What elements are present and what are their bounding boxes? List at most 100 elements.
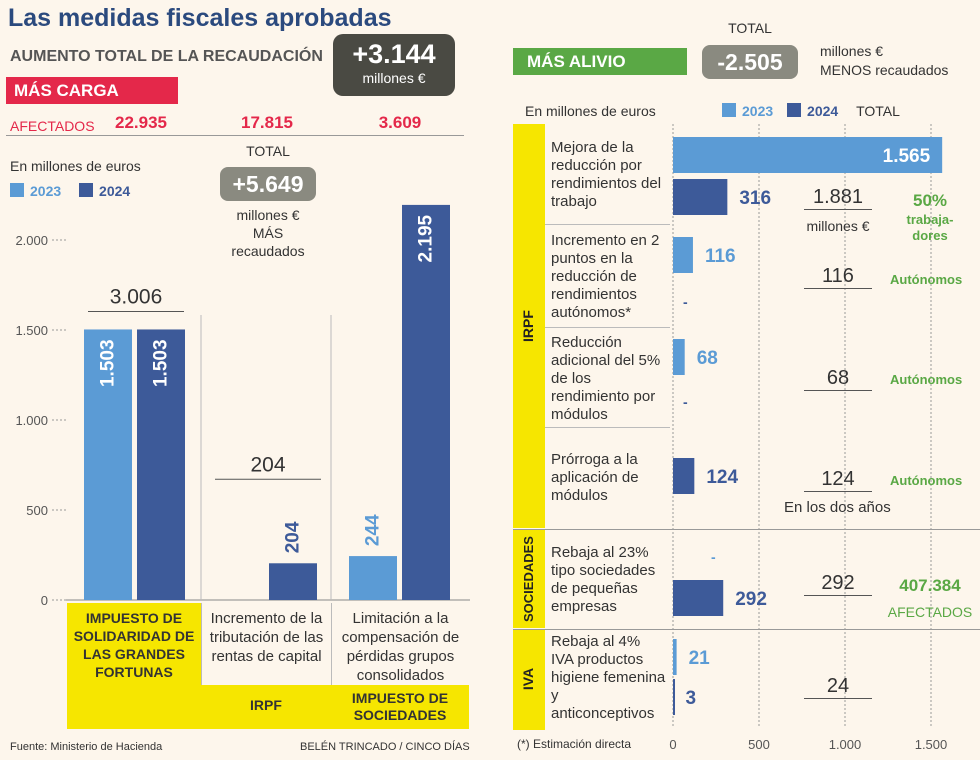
bar-2024-1	[137, 329, 185, 600]
item-label-6: Rebaja al 4% IVA productos higiene femen…	[551, 633, 666, 722]
bar-value-label: 2.195	[416, 214, 437, 262]
row-sep	[545, 224, 670, 225]
bar-value-label: 204	[283, 521, 304, 553]
item-total-5: 292	[804, 572, 872, 596]
r-legend-2024-swatch	[787, 103, 802, 117]
bar-value-label: -	[711, 549, 716, 565]
item-label-2: Incremento en 2 puntos en la reducción d…	[551, 232, 660, 321]
item-total-6: 24	[804, 675, 872, 699]
r-legend-2023-label: 2023	[742, 103, 774, 119]
footnote: (*) Estimación directa	[517, 737, 632, 751]
hbar-2023-3	[673, 339, 685, 375]
hbar-2024-4	[673, 458, 695, 494]
credit: BELÉN TRINCADO / CINCO DÍAS	[300, 741, 470, 753]
left-total-box: +3.144 millones €	[333, 34, 455, 96]
hbar-2023-6	[673, 639, 677, 675]
y-tick-label: 0	[41, 593, 48, 605]
legend-2023-swatch	[10, 183, 24, 197]
source: Fuente: Ministerio de Hacienda	[10, 741, 163, 753]
cat-tax-2: IRPF	[201, 685, 331, 729]
section-label-sociedades: SOCIEDADES	[521, 536, 536, 622]
bar-2023-1	[84, 329, 132, 600]
afectados-1: 22.935	[115, 113, 167, 132]
right-legend: 2023 2024 TOTAL	[722, 103, 900, 119]
afectados-3: 3.609	[378, 113, 422, 132]
bar-value-label: -	[683, 394, 688, 410]
y-tick-label: 2.000	[15, 233, 48, 248]
row-sep	[545, 427, 670, 428]
right-total-unit: millones € MENOS recaudados	[820, 42, 948, 80]
item-total-2: 116	[804, 265, 872, 289]
right-total-label: TOTAL	[728, 20, 772, 36]
item-total-unit-1: millones €	[806, 218, 870, 234]
afectados-label: AFECTADOS	[10, 118, 95, 134]
bar-2023-3	[349, 556, 397, 600]
item-total-4: 124	[804, 468, 872, 492]
divider	[6, 135, 464, 136]
left-header: AUMENTO TOTAL DE LA RECAUDACIÓN	[10, 48, 323, 65]
sub-total-unit: millones € MÁS recaudados	[205, 206, 331, 260]
right-unit-note: En millones de euros	[525, 103, 656, 119]
item-total-1: 1.881	[804, 186, 872, 210]
item-note-5: 407.384	[899, 576, 961, 595]
sub-total-unit-3: recaudados	[231, 243, 305, 259]
y-tick-label: 1.500	[15, 323, 48, 338]
x-tick-label: 1.000	[829, 737, 862, 752]
item-label-1: Mejora de la reducción por rendimientos …	[551, 139, 662, 210]
cat-box-1: IMPUESTO DE SOLIDARIDAD DE LAS GRANDES F…	[67, 603, 201, 729]
hbar-2024-6	[673, 679, 675, 715]
sub-total-unit-1: millones €	[236, 207, 300, 223]
item-note-5b: AFECTADOS	[887, 604, 973, 620]
right-bar-chart: 0 500 1.000 1.500 1.565 116 68 - 21 316 - - 124 292 3	[669, 124, 948, 752]
item-label-5: Rebaja al 23% tipo sociedades de pequeña…	[551, 544, 656, 615]
item-total-3: 68	[804, 367, 872, 391]
bar-value-label: 1.503	[98, 339, 119, 387]
legend-2023-label: 2023	[30, 183, 62, 199]
bar-value-label: 316	[739, 188, 771, 209]
sub-total-unit-2: MÁS	[252, 225, 284, 241]
y-tick-label: 1.000	[15, 413, 48, 428]
x-tick-label: 500	[748, 737, 770, 752]
cat-box-2: Incremento de la tributación de las rent…	[201, 603, 331, 685]
section-labels: IRPF SOCIEDADES IVA	[520, 310, 536, 691]
row-sep	[545, 327, 670, 328]
hbar-2024-5	[673, 580, 724, 616]
bar-value-label: 21	[689, 648, 711, 669]
item-note-1: 50%	[912, 191, 948, 210]
bar-value-label: 1.565	[883, 146, 931, 167]
bar-2024-3	[402, 204, 450, 600]
left-total-unit: millones €	[362, 69, 426, 86]
left-unit-note: En millones de euros	[10, 158, 141, 174]
r-legend-2023-swatch	[722, 103, 736, 117]
item-note-1b-line1: trabaja-	[906, 212, 954, 227]
x-tick-label: 0	[669, 737, 676, 752]
row-sep	[513, 629, 980, 630]
sub-total-label: TOTAL	[246, 143, 290, 159]
item-label-4: Prórroga a la aplicación de módulos	[551, 451, 639, 504]
right-total-unit-1: millones €	[820, 43, 884, 59]
item-label-3: Reducción adicional del 5% de los rendim…	[551, 334, 661, 423]
section-irpf	[513, 124, 545, 528]
page-title: Las medidas fiscales aprobadas	[8, 4, 392, 32]
mas-alivio-band: MÁS ALIVIO	[513, 48, 687, 75]
hbar-2023-2	[673, 237, 693, 273]
row-sep	[513, 529, 980, 530]
section-sociedades	[513, 530, 545, 628]
left-legend: 2023 2024	[10, 183, 130, 199]
legend-2024-label: 2024	[99, 183, 131, 199]
y-tick-label: 500	[26, 503, 48, 518]
bar-value-label: 68	[697, 348, 718, 369]
group-total-1: 3.006	[110, 285, 163, 308]
bar-value-label: 1.503	[151, 339, 172, 387]
section-label-iva: IVA	[520, 668, 536, 690]
r-legend-total: TOTAL	[856, 103, 900, 119]
hbar-2024-1	[673, 179, 728, 215]
left-bar-chart: 0 500 1.000 1.500 2.000 1.503 244 1.503 204 2.19…	[15, 204, 470, 605]
cat-box-3: Limitación a la compensación de pérdidas…	[331, 603, 469, 685]
legend-2024-swatch	[79, 183, 94, 197]
cat-tax-3: IMPUESTO DE SOCIEDADES	[331, 685, 469, 729]
left-total-value: +3.144	[352, 39, 436, 69]
x-tick-label: 1.500	[915, 737, 948, 752]
item-note-2: Autónomos	[890, 272, 963, 287]
right-total-value: -2.505	[702, 45, 798, 79]
